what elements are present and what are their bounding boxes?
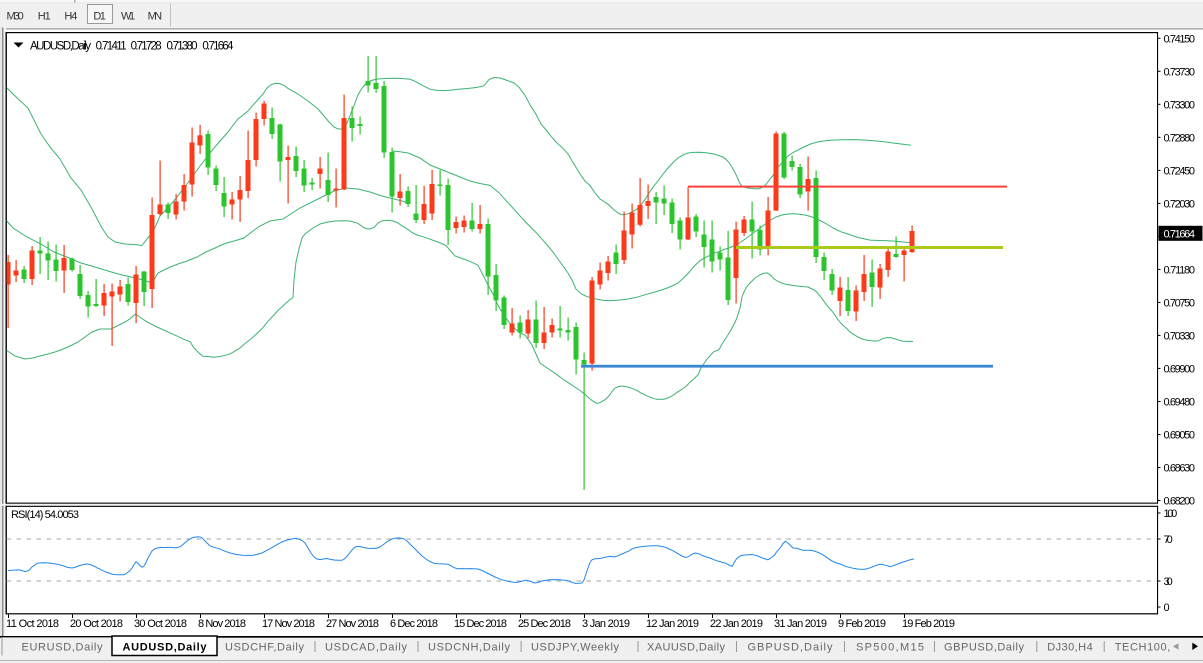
svg-text:0.71180: 0.71180 xyxy=(1164,264,1196,276)
svg-text:D1: D1 xyxy=(93,11,106,23)
svg-text:0.73300: 0.73300 xyxy=(1164,99,1196,111)
svg-text:RSI(14) 54.0053: RSI(14) 54.0053 xyxy=(11,509,79,521)
svg-text:0.71728: 0.71728 xyxy=(131,41,162,53)
svg-text:0.71411: 0.71411 xyxy=(96,41,127,53)
svg-text:70: 70 xyxy=(1164,534,1173,546)
svg-text:12 Jan 2019: 12 Jan 2019 xyxy=(646,618,699,630)
svg-text:9 Feb 2019: 9 Feb 2019 xyxy=(838,618,886,630)
svg-text:0.71664: 0.71664 xyxy=(1164,229,1196,241)
svg-text:DJ30,H4: DJ30,H4 xyxy=(1047,642,1093,654)
svg-text:XAUUSD,Daily: XAUUSD,Daily xyxy=(647,642,726,654)
svg-text:6 Dec 2018: 6 Dec 2018 xyxy=(390,618,438,630)
svg-text:22 Jan 2019: 22 Jan 2019 xyxy=(710,618,763,630)
svg-text:GBPUSD,Daily: GBPUSD,Daily xyxy=(748,642,834,654)
svg-text:0.74150: 0.74150 xyxy=(1164,33,1196,45)
svg-text:0.73730: 0.73730 xyxy=(1164,66,1196,78)
svg-text:0.69050: 0.69050 xyxy=(1164,430,1196,442)
svg-text:USDJPY,Weekly: USDJPY,Weekly xyxy=(531,642,620,654)
svg-text:0.72450: 0.72450 xyxy=(1164,165,1196,177)
svg-text:GBPUSD,Daily: GBPUSD,Daily xyxy=(944,642,1025,654)
svg-text:19 Feb 2019: 19 Feb 2019 xyxy=(902,618,955,630)
svg-text:20 Oct 2018: 20 Oct 2018 xyxy=(70,618,123,630)
svg-text:H4: H4 xyxy=(64,11,77,23)
svg-text:AUDUSD,Daily: AUDUSD,Daily xyxy=(30,41,91,53)
svg-text:31 Jan 2019: 31 Jan 2019 xyxy=(774,618,827,630)
svg-text:EURUSD,Daily: EURUSD,Daily xyxy=(22,642,104,654)
svg-text:3 Jan 2019: 3 Jan 2019 xyxy=(582,618,630,630)
svg-text:100: 100 xyxy=(1164,508,1178,520)
svg-text:0.68630: 0.68630 xyxy=(1164,463,1196,475)
svg-text:0: 0 xyxy=(1164,602,1170,614)
svg-text:8 Nov 2018: 8 Nov 2018 xyxy=(198,618,246,630)
svg-text:0.72880: 0.72880 xyxy=(1164,132,1196,144)
svg-text:0.69480: 0.69480 xyxy=(1164,397,1196,409)
svg-text:0.71380: 0.71380 xyxy=(167,41,198,53)
svg-text:H1: H1 xyxy=(38,11,51,23)
svg-text:W1: W1 xyxy=(121,11,135,23)
svg-text:17 Nov 2018: 17 Nov 2018 xyxy=(262,618,315,630)
svg-text:AUDUSD,Daily: AUDUSD,Daily xyxy=(123,642,208,654)
svg-text:0.70330: 0.70330 xyxy=(1164,330,1196,342)
svg-text:SP500,M15: SP500,M15 xyxy=(856,642,924,654)
svg-text:0.68200: 0.68200 xyxy=(1164,496,1196,508)
svg-text:M30: M30 xyxy=(7,11,24,23)
svg-text:11 Oct 2018: 11 Oct 2018 xyxy=(6,618,59,630)
svg-text:30: 30 xyxy=(1164,576,1173,588)
svg-text:MN: MN xyxy=(148,11,163,23)
svg-text:TECH100,: TECH100, xyxy=(1115,642,1171,654)
svg-text:0.72030: 0.72030 xyxy=(1164,198,1196,210)
svg-text:15 Dec 2018: 15 Dec 2018 xyxy=(454,618,507,630)
svg-text:27 Nov 2018: 27 Nov 2018 xyxy=(326,618,379,630)
svg-text:USDCAD,Daily: USDCAD,Daily xyxy=(325,642,408,654)
svg-text:30 Oct 2018: 30 Oct 2018 xyxy=(134,618,187,630)
svg-text:USDCHF,Daily: USDCHF,Daily xyxy=(225,642,305,654)
svg-text:0.70750: 0.70750 xyxy=(1164,297,1196,309)
svg-text:0.69900: 0.69900 xyxy=(1164,363,1196,375)
svg-text:USDCNH,Daily: USDCNH,Daily xyxy=(428,642,511,654)
svg-text:25 Dec 2018: 25 Dec 2018 xyxy=(518,618,571,630)
svg-text:0.71664: 0.71664 xyxy=(202,41,234,53)
